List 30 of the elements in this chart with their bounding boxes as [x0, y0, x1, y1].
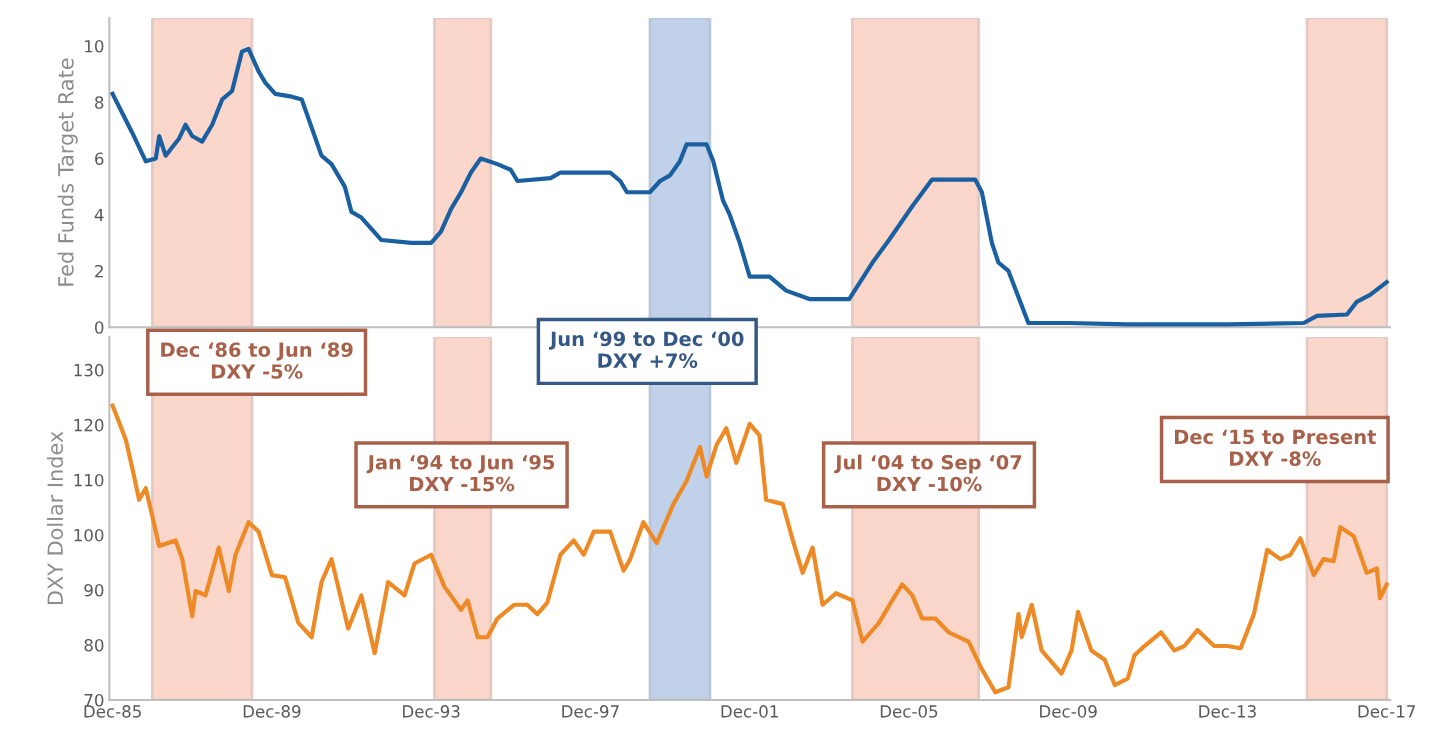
y-axis-title: DXY Dollar Index [46, 431, 64, 605]
x-tick-label: Dec-93 [403, 705, 460, 718]
line-series [110, 403, 1389, 695]
y-tick-label: 0 [95, 321, 104, 334]
x-tick-label: Dec-17 [1358, 705, 1416, 718]
annotation: Dec ‘86 to Jun ‘89 DXY -5% [161, 342, 353, 379]
annotation: Dec ‘15 to Present DXY -8% [1175, 429, 1376, 466]
x-tick-label: Dec-89 [243, 705, 301, 718]
y-tick-label: 4 [94, 208, 104, 222]
y-tick-label: 100 [74, 528, 104, 542]
y-tick-label: 130 [74, 363, 104, 377]
annotation: Jul ‘04 to Sep ‘07 DXY -10% [834, 454, 1022, 492]
y-tick-label: 90 [84, 583, 104, 597]
y-tick-label: 70 [84, 693, 104, 707]
x-tick-label: Dec-97 [562, 705, 619, 718]
y-tick-label: 10 [85, 40, 104, 53]
y-tick-label: 80 [84, 638, 104, 652]
y-tick-label: 120 [74, 418, 104, 432]
annotation: Jan ‘94 to Jun ‘95 DXY -15% [366, 454, 555, 492]
annotation: Jun ‘99 to Dec ‘00 DXY +7% [548, 331, 744, 368]
y-tick-label: 8 [95, 96, 104, 109]
x-tick-label: Dec-01 [721, 705, 778, 718]
x-tick-label: Dec-05 [880, 705, 938, 718]
y-axis-title: Fed Funds Target Rate [57, 58, 78, 286]
x-tick-label: Dec-85 [84, 705, 141, 718]
y-tick-label: 6 [95, 152, 104, 166]
y-tick-label: 2 [95, 264, 103, 278]
y-tick-label: 110 [74, 473, 104, 487]
x-tick-label: Dec-09 [1040, 705, 1097, 718]
x-tick-label: Dec-13 [1199, 705, 1256, 718]
